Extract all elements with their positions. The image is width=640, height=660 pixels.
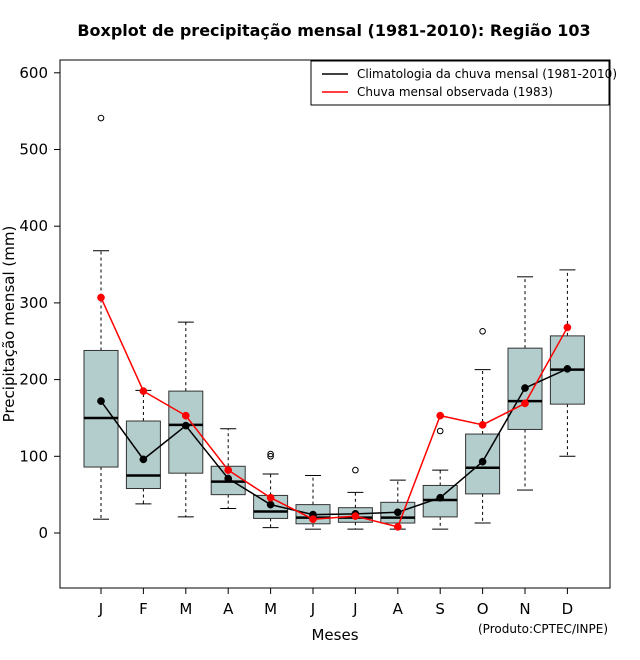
- x-tick-label: J: [310, 600, 315, 618]
- legend-label-observed: Chuva mensal observada (1983): [357, 85, 553, 99]
- series-point: [351, 512, 360, 520]
- boxes-layer: [83, 114, 585, 530]
- box-1: [83, 114, 119, 520]
- series-point: [266, 493, 275, 502]
- x-tick-label: N: [519, 600, 530, 618]
- iqr-box: [168, 390, 204, 474]
- chart-title: Boxplot de precipitação mensal (1981-201…: [77, 21, 590, 40]
- series-layer: [97, 293, 572, 531]
- series-point: [478, 421, 487, 429]
- series-point: [139, 387, 148, 395]
- series-observed: [97, 293, 572, 531]
- outlier-point: [97, 114, 105, 122]
- y-tick-label: 300: [19, 294, 48, 312]
- outlier-point: [479, 327, 486, 335]
- series-point: [521, 384, 529, 392]
- series-point: [266, 500, 275, 509]
- series-point: [139, 455, 148, 464]
- y-tick-label: 600: [19, 64, 48, 82]
- x-axis-label: Meses: [311, 626, 358, 644]
- box-8: [380, 479, 416, 530]
- series-point: [563, 323, 572, 332]
- x-tick-label: J: [98, 600, 103, 618]
- series-point: [224, 474, 233, 483]
- series-point: [393, 523, 402, 531]
- series-point: [521, 399, 529, 408]
- x-tick-label: S: [435, 600, 445, 618]
- series-point: [478, 457, 487, 466]
- x-tick-label: A: [223, 600, 234, 618]
- x-tick-label: M: [179, 600, 192, 618]
- series-point: [563, 365, 572, 373]
- outlier-point: [267, 450, 274, 458]
- y-axis-label: Precipitação mensal (mm): [0, 226, 18, 423]
- outlier-point: [436, 427, 444, 435]
- legend-label-climatology: Climatologia da chuva mensal (1981-2010): [357, 67, 617, 81]
- y-tick-label: 0: [38, 524, 48, 542]
- x-tick-label: D: [562, 600, 574, 618]
- y-tick-label: 100: [19, 447, 48, 465]
- box-9: [422, 427, 458, 530]
- y-tick-label: 400: [19, 217, 48, 235]
- y-tick-label: 200: [19, 371, 48, 389]
- series-point: [181, 411, 190, 420]
- legend: Climatologia da chuva mensal (1981-2010)…: [310, 60, 617, 106]
- x-tick-label: M: [264, 600, 277, 618]
- credit-text: (Produto:CPTEC/INPE): [478, 622, 608, 636]
- series-climatology: [97, 365, 572, 519]
- plot-frame: [59, 59, 611, 589]
- series-point: [436, 411, 445, 420]
- outlier-point: [267, 453, 274, 460]
- box-2: [125, 389, 161, 505]
- x-tick-label: A: [393, 600, 404, 618]
- y-axis: 0 100 200 300 400 500 600: [19, 64, 61, 542]
- outlier-point: [352, 466, 359, 474]
- x-tick-label: J: [352, 600, 357, 618]
- legend-box: [310, 60, 610, 106]
- iqr-box: [125, 420, 161, 490]
- series-point: [224, 466, 233, 474]
- series-line: [100, 297, 569, 528]
- box-11: [507, 276, 543, 491]
- box-3: [168, 321, 204, 518]
- box-12: [549, 269, 585, 457]
- x-tick-label: O: [477, 600, 489, 618]
- series-point: [436, 493, 445, 502]
- series-point: [97, 293, 105, 302]
- x-tick-label: F: [139, 600, 148, 618]
- y-tick-label: 500: [19, 141, 48, 159]
- series-point: [393, 508, 402, 517]
- iqr-box: [83, 349, 119, 468]
- series-line: [100, 368, 568, 516]
- series-point: [181, 421, 190, 430]
- series-point: [309, 515, 317, 524]
- series-point: [97, 397, 105, 405]
